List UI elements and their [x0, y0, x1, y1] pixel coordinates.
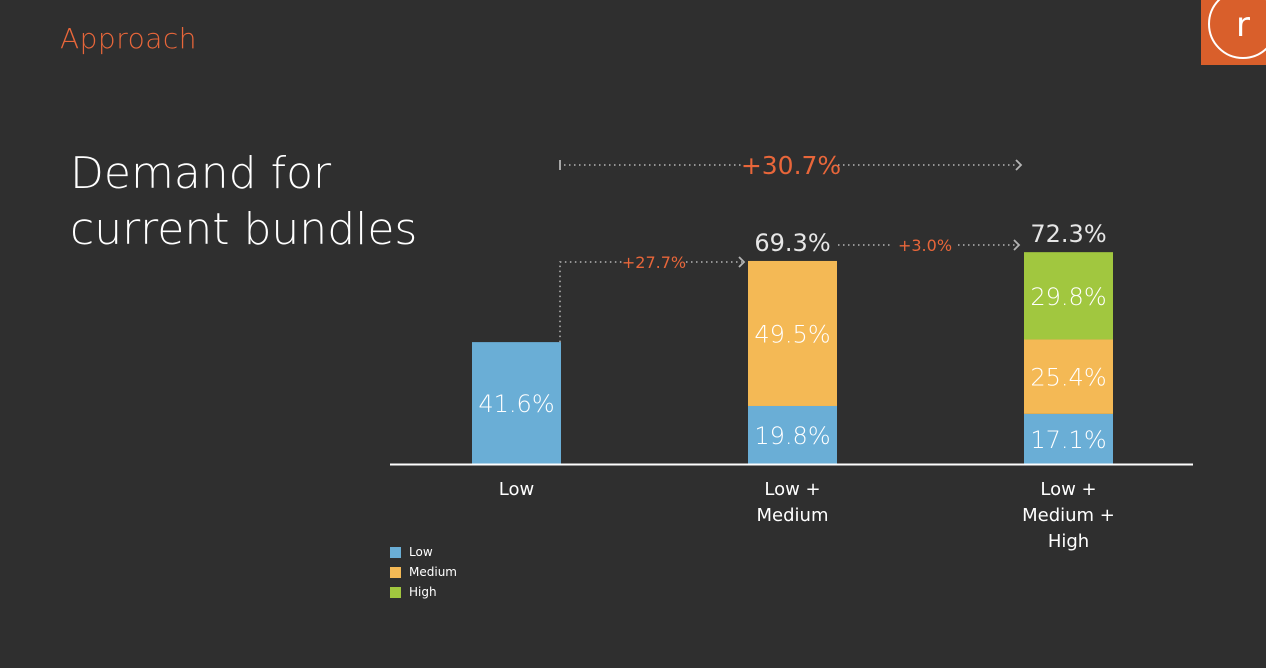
x-axis-tick-label: High	[1048, 531, 1089, 552]
legend-label-high: High	[409, 585, 437, 599]
bar-value-label: 19.8%	[754, 422, 830, 450]
legend-item-medium: Medium	[390, 562, 457, 582]
legend-item-high: High	[390, 582, 457, 602]
logo-ring-icon: r	[1208, 0, 1266, 59]
legend-item-low: Low	[390, 542, 457, 562]
bar-value-label: 41.6%	[478, 390, 554, 418]
x-axis-tick-label: Low +	[1040, 479, 1096, 500]
annotation-arrowhead	[1015, 159, 1023, 171]
bar-low-1	[748, 405, 837, 464]
x-axis-tick-label: Low +	[764, 479, 820, 500]
x-axis-tick-label: Low	[499, 479, 534, 500]
bar-low-0	[472, 342, 561, 464]
bar-value-label: 17.1%	[1030, 426, 1106, 454]
annotation-connector	[559, 261, 622, 343]
page-title-line-2: current bundles	[70, 204, 418, 255]
legend-label-low: Low	[409, 545, 433, 559]
x-axis-tick-label: Medium	[757, 505, 829, 526]
page-title-line-1: Demand for	[70, 148, 332, 199]
bar-high-2	[1024, 252, 1113, 340]
page-title: Demand for current bundles	[70, 146, 430, 258]
bar-low-2	[1024, 413, 1113, 464]
bar-value-label: 29.8%	[1030, 283, 1106, 311]
legend-swatch-medium	[390, 566, 401, 578]
bar-value-label: 49.5%	[754, 320, 830, 348]
brand-logo: r	[1201, 0, 1266, 65]
legend-swatch-low	[390, 546, 401, 558]
annotation-label: +3.0%	[898, 236, 952, 255]
x-axis-tick-label: Medium +	[1022, 505, 1115, 526]
logo-letter: r	[1236, 5, 1250, 45]
bar-medium-1	[748, 260, 837, 406]
legend-label-medium: Medium	[409, 565, 457, 579]
section-title: Approach	[60, 22, 198, 55]
bar-total-label: 72.3%	[1030, 220, 1106, 248]
annotation-arrowhead	[738, 256, 746, 268]
chart-legend: Low Medium High	[390, 542, 457, 602]
annotation-label: +27.7%	[622, 253, 686, 272]
annotation-label: +30.7%	[741, 151, 841, 180]
bar-total-label: 69.3%	[754, 229, 830, 257]
bar-value-label: 25.4%	[1030, 364, 1106, 392]
legend-swatch-high	[390, 586, 401, 598]
bar-medium-2	[1024, 339, 1113, 414]
annotation-arrowhead	[1013, 239, 1021, 251]
